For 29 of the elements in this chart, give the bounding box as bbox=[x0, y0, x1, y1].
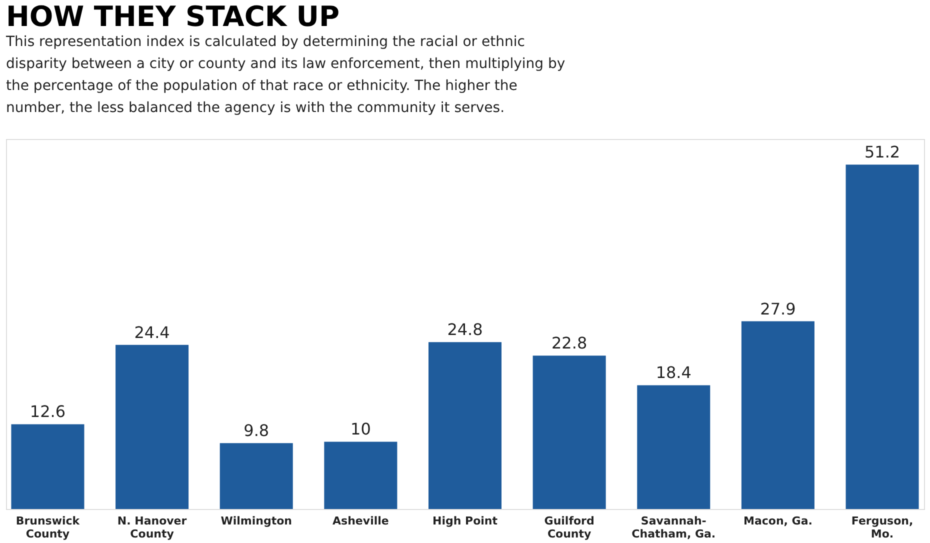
bar bbox=[116, 344, 189, 509]
x-tick-label: High Point bbox=[432, 514, 498, 528]
chart-title: HOW THEY STACK UP bbox=[6, 0, 340, 33]
data-label: 10 bbox=[350, 420, 371, 439]
bar bbox=[846, 164, 919, 509]
data-label: 27.9 bbox=[760, 299, 796, 318]
x-tick-label: Savannah-Chatham, Ga. bbox=[632, 514, 716, 540]
bar bbox=[220, 443, 293, 509]
chart-subtitle: This representation index is calculated by determining the racial or ethnic disparity between a city or county and its law enforcement, then multiplying by the percentage of the population of that race or ethnicity. The higher the number, the less balanced the agency is with the community it serves. bbox=[5, 34, 566, 116]
bar bbox=[637, 385, 710, 509]
x-tick-label: Guilford County bbox=[544, 514, 594, 540]
data-label: 51.2 bbox=[864, 142, 900, 162]
x-tick-label: Wilmington bbox=[220, 514, 292, 528]
data-label: 24.4 bbox=[134, 322, 170, 342]
bar bbox=[532, 356, 606, 509]
data-label: 9.8 bbox=[244, 421, 270, 440]
data-label: 22.8 bbox=[552, 334, 588, 353]
bar bbox=[11, 424, 84, 509]
x-tick-label: Macon, Ga. bbox=[743, 514, 812, 528]
data-label: 18.4 bbox=[656, 363, 692, 382]
x-tick-label: Asheville bbox=[332, 514, 389, 528]
x-tick-label: Ferguson, Mo. bbox=[851, 514, 914, 540]
bar bbox=[324, 442, 398, 509]
x-tick-label: Brunswick County bbox=[16, 514, 80, 540]
bar bbox=[428, 342, 502, 509]
bar bbox=[741, 321, 814, 509]
data-label: 12.6 bbox=[30, 402, 66, 422]
x-tick-label: N. Hanover County bbox=[117, 514, 188, 540]
data-label: 24.8 bbox=[447, 320, 483, 340]
